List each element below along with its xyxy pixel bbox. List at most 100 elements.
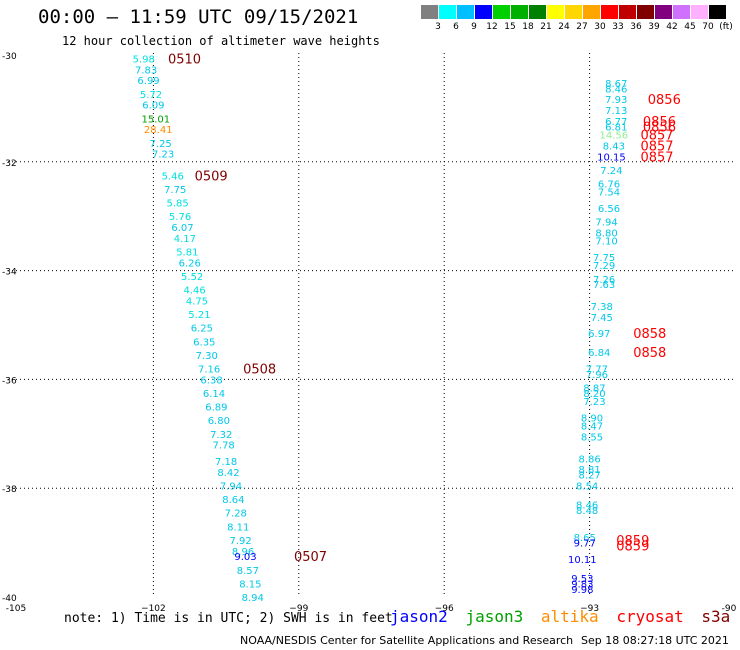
swh-value-label: 7.25 [150, 139, 172, 150]
generated-timestamp: Sep 18 08:27:18 UTC 2021 [581, 634, 729, 647]
scale-label: 33 [612, 22, 624, 32]
y-tick-label: -38 [2, 485, 17, 495]
scale-label: 36 [630, 22, 642, 32]
time-annotation: 0858 [633, 346, 666, 361]
scale-label: 9 [471, 22, 477, 32]
swh-value-label: 5.76 [169, 212, 191, 223]
time-annotation: 0859 [616, 534, 649, 549]
swh-value-label: 7.92 [230, 536, 252, 547]
swh-value-label: 6.25 [191, 324, 213, 335]
swh-value-label: 8.47 [581, 422, 603, 433]
scale-swatch [655, 5, 672, 19]
scale-swatch [601, 5, 618, 19]
time-annotation: 0509 [195, 169, 228, 184]
scale-swatch [637, 5, 654, 19]
swh-value-label: 14.56 [600, 131, 629, 142]
time-annotation: 0856 [643, 120, 676, 135]
swh-value-label: 6.99 [137, 76, 159, 87]
x-tick-label: -90 [722, 604, 737, 614]
swh-value-label: 7.83 [135, 65, 157, 76]
swh-value-label: 5.81 [176, 248, 198, 259]
scale-label: 39 [648, 22, 660, 32]
swh-value-label: 8.54 [576, 481, 598, 492]
swh-value-label: 7.75 [593, 253, 615, 264]
swh-value-label: 8.55 [581, 433, 603, 444]
swh-value-label: 6.38 [200, 375, 222, 386]
swh-value-label: 10.15 [597, 152, 626, 163]
credit-line: NOAA/NESDIS Center for Satellite Applica… [240, 634, 574, 647]
swh-value-label: 6.35 [193, 337, 215, 348]
scale-label: 18 [522, 22, 534, 32]
scale-label: 15 [504, 22, 516, 32]
swh-value-label: 7.54 [598, 188, 620, 199]
swh-value-label: 8.64 [222, 495, 244, 506]
swh-value-label: 9.03 [234, 552, 256, 563]
swh-value-label: 8.27 [578, 471, 600, 482]
scale-swatch [619, 5, 636, 19]
swh-value-label: 6.84 [588, 348, 610, 359]
time-annotation: 0856 [648, 93, 681, 108]
scale-label: 6 [453, 22, 459, 32]
swh-value-label: 7.16 [198, 365, 220, 376]
swh-value-label: 5.46 [162, 171, 184, 182]
swh-value-label: 8.65 [574, 533, 596, 544]
scale-label: 12 [486, 22, 498, 32]
swh-value-label: 8.86 [578, 454, 600, 465]
swh-value-label: 8.67 [605, 79, 627, 90]
legend-jason3: jason3 [465, 607, 524, 626]
swh-value-label: 15.01 [142, 114, 171, 125]
swh-value-label: 7.63 [593, 280, 615, 291]
swh-value-label: 8.15 [239, 579, 261, 590]
legend-s3a: s3a [701, 607, 731, 626]
swh-value-label: 7.23 [583, 397, 605, 408]
mission-legend: jason2 jason3 altika cryosat s3a [390, 607, 738, 626]
swh-value-label: 9.53 [571, 574, 593, 585]
scale-label: (ft) [719, 22, 733, 32]
swh-value-label: 7.18 [215, 457, 237, 468]
time-annotation: 0857 [640, 129, 673, 144]
swh-value-label: 8.94 [242, 593, 264, 604]
scale-swatch [493, 5, 510, 19]
swh-value-label: 7.93 [605, 95, 627, 106]
swh-value-label: 7.29 [593, 261, 615, 272]
swh-value-label: 8.42 [217, 468, 239, 479]
scale-label: 42 [666, 22, 678, 32]
y-tick-label: -34 [2, 268, 17, 278]
swh-value-label: 5.21 [188, 310, 210, 321]
swh-value-label: 6.07 [171, 223, 193, 234]
swh-value-label: 6.97 [588, 329, 610, 340]
swh-value-label: 4.17 [174, 234, 196, 245]
swh-value-label: 7.96 [586, 370, 608, 381]
y-tick-label: -40 [2, 594, 17, 604]
swh-value-label: 7.10 [595, 237, 617, 248]
x-tick-label: −102 [141, 604, 166, 614]
time-annotation: 0510 [168, 52, 201, 67]
time-annotation: 0857 [640, 139, 673, 154]
scale-swatch [583, 5, 600, 19]
swh-value-label: 6.14 [203, 389, 225, 400]
scale-label: 27 [576, 22, 588, 32]
scale-swatch [439, 5, 456, 19]
legend-cryosat: cryosat [616, 607, 684, 626]
scale-swatch [475, 5, 492, 19]
scale-swatch [421, 5, 438, 19]
swh-value-label: 7.32 [210, 430, 232, 441]
swh-value-label: 6.26 [179, 258, 201, 269]
time-annotation: 0508 [243, 363, 276, 378]
time-annotation: 0507 [294, 550, 327, 565]
swh-value-label: 6.89 [205, 403, 227, 414]
y-tick-label: -30 [2, 52, 17, 62]
swh-value-label: 7.77 [586, 365, 608, 376]
scale-swatch [709, 5, 726, 19]
swh-value-label: 10.11 [568, 555, 597, 566]
legend-jason2: jason2 [390, 607, 448, 626]
swh-value-label: 7.94 [220, 481, 242, 492]
swh-value-label: 6.80 [208, 416, 230, 427]
scale-swatch [547, 5, 564, 19]
swh-value-label: 8.11 [227, 522, 249, 533]
swh-value-label: 7.28 [225, 509, 247, 520]
scale-label: 30 [594, 22, 606, 32]
swh-value-label: 4.46 [183, 286, 205, 297]
swh-value-label: 7.30 [196, 351, 218, 362]
swh-value-label: 8.46 [605, 84, 627, 95]
